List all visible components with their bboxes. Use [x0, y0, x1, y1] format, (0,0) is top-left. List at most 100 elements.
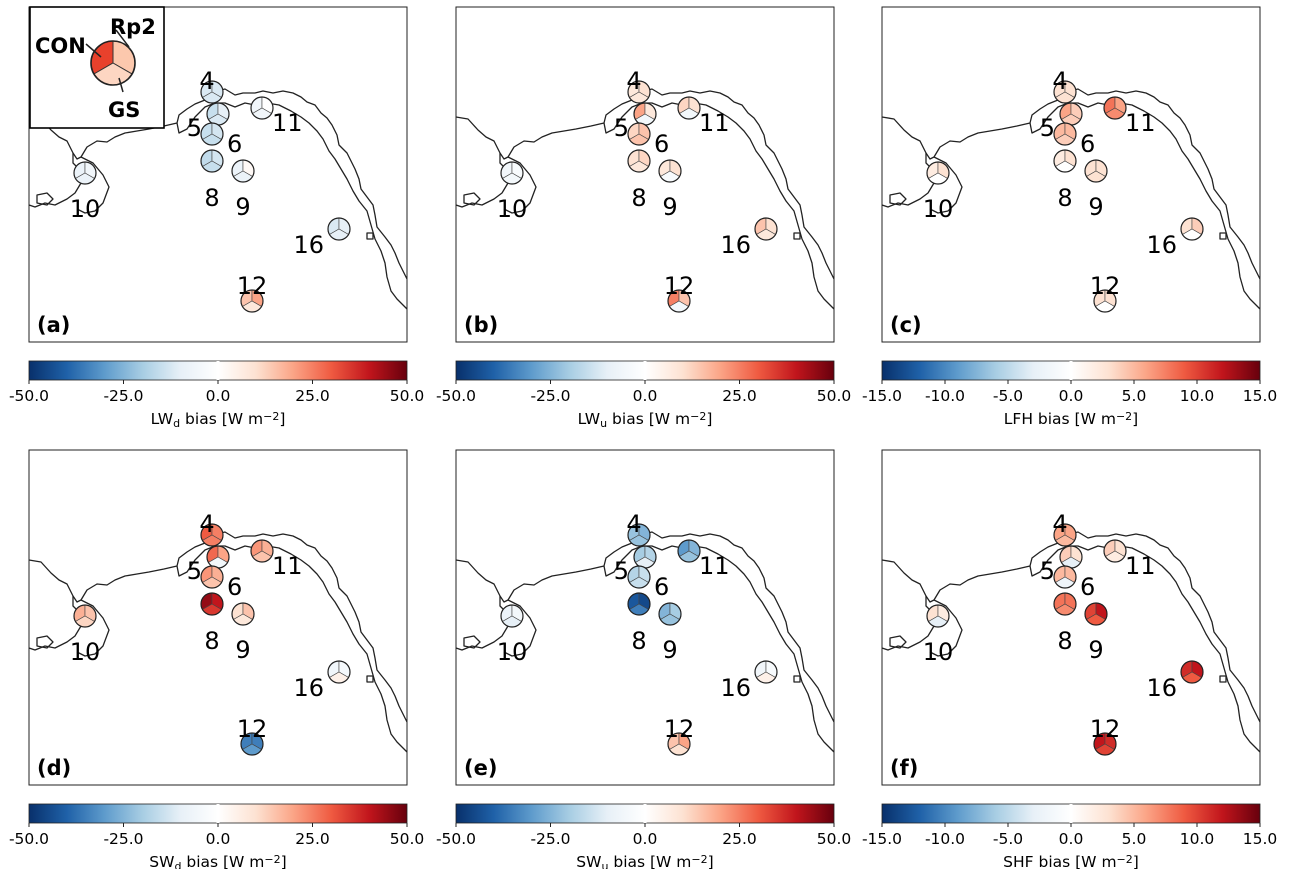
- station-outline: [250, 539, 274, 563]
- station-outline: [240, 732, 264, 756]
- colorbar-tick-label: -15.0: [862, 387, 902, 405]
- panel-label: (e): [464, 756, 497, 780]
- station-marker-9: [231, 159, 255, 183]
- station-outline: [1053, 523, 1077, 547]
- station-label: 9: [235, 193, 250, 221]
- station-marker-8: [627, 592, 651, 616]
- station-marker-8: [200, 149, 224, 173]
- station-outline: [231, 159, 255, 183]
- station-marker-8: [1053, 149, 1077, 173]
- station-marker-10: [73, 604, 97, 628]
- station-outline: [240, 289, 264, 313]
- station-marker-16: [754, 217, 778, 241]
- station-marker-12: [1093, 289, 1117, 313]
- colorbar-tick-label: -25.0: [103, 387, 143, 405]
- map-panel-c: 4 568 9 10 11 12 16 (c) -15.0 -10.0 -5.0 0.0 5.0 10.0…: [862, 6, 1278, 428]
- station-marker-6: [1053, 122, 1077, 146]
- legend-leader-rp2: [115, 29, 130, 48]
- coastline-path: [366, 675, 374, 683]
- coastline-path: [463, 192, 481, 206]
- station-label: 16: [293, 231, 324, 259]
- station-label: 6: [227, 130, 242, 158]
- panel-frame: [28, 6, 408, 343]
- colorbar-tick-label: 25.0: [295, 830, 330, 848]
- station-label: 8: [204, 627, 219, 655]
- station-marker-12: [667, 732, 691, 756]
- station-marker-4: [627, 523, 651, 547]
- station-outline: [627, 565, 651, 589]
- legend-leader-con: [85, 43, 102, 58]
- station-label: 8: [1057, 184, 1072, 212]
- map-panel-e: 4 568 9 10 11 12 16 (e) -50.0 -25.0 0.0 25.0 50.0 SWu…: [436, 449, 851, 869]
- colorbar-tick-label: -5.0: [993, 830, 1023, 848]
- station-marker-11: [677, 96, 701, 120]
- station-label: 11: [699, 552, 730, 580]
- station-label: 8: [631, 627, 646, 655]
- colorbar-tick-label: 0.0: [206, 830, 231, 848]
- station-outline: [1103, 96, 1127, 120]
- coastline-path: [929, 599, 963, 657]
- colorbar-tick-label: -15.0: [862, 830, 902, 848]
- station-outline: [1084, 602, 1108, 626]
- colorbar-tick-label: 25.0: [295, 387, 330, 405]
- station-outline: [1180, 660, 1204, 684]
- station-outline: [1084, 159, 1108, 183]
- station-marker-5: [1059, 545, 1083, 569]
- colorbar-tick-label: 15.0: [1243, 387, 1278, 405]
- station-marker-8: [1053, 592, 1077, 616]
- station-outline: [500, 161, 524, 185]
- station-marker-6: [627, 122, 651, 146]
- station-outline: [1093, 732, 1117, 756]
- station-marker-9: [1084, 602, 1108, 626]
- panel-label: (f): [890, 756, 918, 780]
- coastline-path: [76, 156, 110, 214]
- station-marker-4: [200, 523, 224, 547]
- station-outline: [1053, 565, 1077, 589]
- station-marker-12: [667, 289, 691, 313]
- station-outline: [754, 217, 778, 241]
- coastline-path: [889, 635, 907, 649]
- station-label: 12: [664, 715, 695, 743]
- panel-frame: [881, 449, 1261, 786]
- station-label: 5: [187, 557, 202, 585]
- station-label: 11: [272, 552, 303, 580]
- coastline-path: [881, 531, 1261, 723]
- legend-label-con: CON: [35, 34, 86, 58]
- station-marker-11: [250, 96, 274, 120]
- coastline-path: [36, 635, 54, 649]
- panel-label: (b): [464, 313, 498, 337]
- station-marker-16: [1180, 660, 1204, 684]
- station-label: 5: [614, 557, 629, 585]
- station-marker-5: [206, 102, 230, 126]
- station-marker-9: [658, 602, 682, 626]
- coastline-path: [28, 88, 408, 280]
- coastline-path: [929, 156, 963, 214]
- station-outline: [627, 122, 651, 146]
- colorbar-tick-label: 25.0: [722, 387, 757, 405]
- station-label: 12: [237, 272, 268, 300]
- coastline-path: [455, 531, 835, 723]
- panel-label: (a): [37, 313, 70, 337]
- station-outline: [658, 602, 682, 626]
- station-label: 11: [1125, 109, 1156, 137]
- station-label: 11: [1125, 552, 1156, 580]
- colorbar-tick-label: 0.0: [633, 387, 658, 405]
- colorbar-tick-label: -10.0: [925, 387, 965, 405]
- station-marker-10: [926, 604, 950, 628]
- station-marker-8: [627, 149, 651, 173]
- station-marker-12: [240, 289, 264, 313]
- station-label: 5: [1040, 114, 1055, 142]
- colorbar-tick-label: -50.0: [436, 830, 476, 848]
- coastline-path: [28, 531, 408, 723]
- station-label: 4: [199, 67, 214, 95]
- station-outline: [200, 122, 224, 146]
- station-marker-11: [1103, 96, 1127, 120]
- station-marker-5: [1059, 102, 1083, 126]
- station-marker-8: [200, 592, 224, 616]
- coastline-path: [793, 232, 801, 240]
- station-label: 10: [923, 195, 954, 223]
- station-label: 6: [654, 130, 669, 158]
- colorbar-label: SWu bias [W m−2]: [576, 853, 713, 869]
- coastline-path: [366, 232, 374, 240]
